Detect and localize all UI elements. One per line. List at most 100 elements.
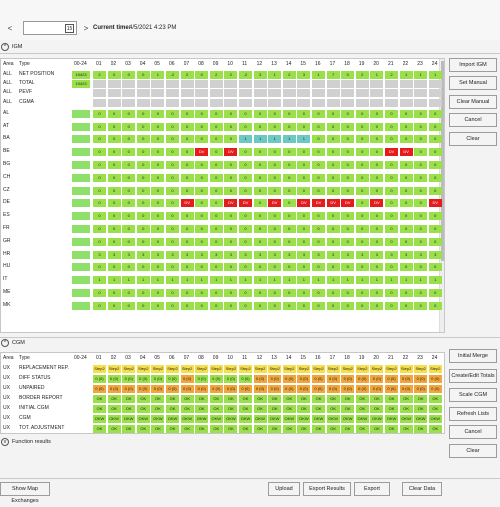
- import-igm-button[interactable]: Import IGM: [449, 58, 497, 72]
- hour-cell[interactable]: 0: [136, 71, 150, 79]
- hour-cell[interactable]: 3: [282, 250, 296, 259]
- hour-cell[interactable]: 1: [107, 276, 121, 285]
- cgm-row[interactable]: UX CGM OKW OKW OKW OKW OKW OKW OKW OKW OKW OKW OKW OK…: [1, 414, 442, 423]
- hour-cell[interactable]: 0: [151, 212, 165, 221]
- hour-cell[interactable]: 0: [268, 122, 282, 131]
- hour-cell[interactable]: 0: [341, 135, 355, 144]
- hour-cell[interactable]: 0: [151, 263, 165, 272]
- hour-cell[interactable]: 0: [399, 301, 413, 310]
- hour-cell[interactable]: 3: [428, 250, 442, 259]
- hour-cell[interactable]: 1: [209, 276, 223, 285]
- hour-cell[interactable]: 3: [253, 71, 267, 79]
- hour-cell[interactable]: 0: [107, 301, 121, 310]
- hour-cell[interactable]: OK: [355, 395, 369, 403]
- row-total-cell[interactable]: [72, 375, 90, 383]
- hour-cell[interactable]: OK: [195, 425, 209, 433]
- hour-cell[interactable]: 0: [136, 186, 150, 195]
- hour-cell[interactable]: 0: [399, 135, 413, 144]
- hour-cell[interactable]: 0: [326, 263, 340, 272]
- hour-cell[interactable]: 0: [195, 237, 209, 246]
- hour-cell[interactable]: Step2: [370, 365, 384, 373]
- hour-cell[interactable]: 1: [428, 276, 442, 285]
- hour-cell[interactable]: 0: [428, 301, 442, 310]
- hour-cell[interactable]: 0: [428, 135, 442, 144]
- hour-cell[interactable]: 0: [297, 301, 311, 310]
- hour-cell[interactable]: OKW: [370, 415, 384, 423]
- hour-cell[interactable]: 0: [370, 173, 384, 182]
- hour-cell[interactable]: 0: [428, 173, 442, 182]
- hour-cell[interactable]: 0: [355, 135, 369, 144]
- hour-cell[interactable]: DV: [399, 148, 413, 157]
- hour-cell[interactable]: 0: [341, 122, 355, 131]
- row-total-cell[interactable]: [72, 385, 90, 393]
- hour-cell[interactable]: 1: [282, 135, 296, 144]
- hour-cell[interactable]: 0: [93, 161, 106, 169]
- hour-cell[interactable]: 0: [297, 289, 311, 297]
- hour-cell[interactable]: [239, 98, 252, 107]
- hour-cell[interactable]: 0: [180, 161, 194, 169]
- igm-summary-row[interactable]: ALL NET POSITION 19423 2 0 0 0 1 -2 2 0 2 2 -2 3 1 2 3 1 7 0…: [1, 70, 442, 79]
- hour-cell[interactable]: 3: [151, 250, 165, 259]
- hour-cell[interactable]: OKW: [326, 415, 340, 423]
- hour-cell[interactable]: [151, 80, 165, 89]
- hour-cell[interactable]: 0: [209, 289, 223, 297]
- hour-cell[interactable]: 2: [224, 71, 238, 79]
- hour-cell[interactable]: 0: [224, 263, 238, 272]
- hour-cell[interactable]: 0: [166, 161, 179, 169]
- hour-cell[interactable]: OK: [122, 395, 136, 403]
- hour-cell[interactable]: 0: [326, 301, 340, 310]
- hour-cell[interactable]: 0: [209, 199, 223, 208]
- hour-cell[interactable]: 0 (0): [166, 375, 179, 383]
- hour-cell[interactable]: 0: [414, 237, 428, 246]
- hour-cell[interactable]: 0: [370, 122, 384, 131]
- hour-cell[interactable]: [195, 98, 209, 107]
- hour-cell[interactable]: 0 (0): [385, 385, 398, 393]
- hour-cell[interactable]: 2: [355, 71, 369, 79]
- hour-cell[interactable]: 0: [385, 186, 398, 195]
- hour-cell[interactable]: OKW: [122, 415, 136, 423]
- hour-cell[interactable]: [209, 98, 223, 107]
- hour-cell[interactable]: 0: [326, 122, 340, 131]
- hour-cell[interactable]: 0: [209, 173, 223, 182]
- hour-cell[interactable]: OK: [195, 405, 209, 413]
- hour-cell[interactable]: OK: [253, 395, 267, 403]
- hour-cell[interactable]: 0: [341, 263, 355, 272]
- hour-cell[interactable]: 0: [151, 135, 165, 144]
- hour-cell[interactable]: [370, 89, 384, 98]
- hour-cell[interactable]: OK: [166, 395, 179, 403]
- hour-cell[interactable]: DV: [341, 199, 355, 208]
- hour-cell[interactable]: 0: [414, 148, 428, 157]
- hour-cell[interactable]: 0: [107, 237, 121, 246]
- hour-cell[interactable]: OK: [209, 405, 223, 413]
- hour-cell[interactable]: 0: [355, 122, 369, 131]
- hour-cell[interactable]: Step2: [297, 365, 311, 373]
- hour-cell[interactable]: OKW: [107, 415, 121, 423]
- hour-cell[interactable]: 0: [166, 173, 179, 182]
- hour-cell[interactable]: OK: [209, 425, 223, 433]
- hour-cell[interactable]: 0: [282, 199, 296, 208]
- upload-button[interactable]: Upload: [268, 482, 300, 496]
- hour-cell[interactable]: 1: [122, 276, 136, 285]
- hour-cell[interactable]: [253, 80, 267, 89]
- hour-cell[interactable]: [93, 80, 106, 89]
- hour-cell[interactable]: 0: [107, 212, 121, 221]
- cancel-button[interactable]: Cancel: [449, 113, 497, 127]
- hour-cell[interactable]: 0: [312, 161, 325, 169]
- hour-cell[interactable]: 0: [414, 301, 428, 310]
- hour-cell[interactable]: 1: [414, 276, 428, 285]
- hour-cell[interactable]: 0: [195, 109, 209, 118]
- hour-cell[interactable]: 0: [180, 225, 194, 233]
- hour-cell[interactable]: 0: [209, 135, 223, 144]
- hour-cell[interactable]: 0: [399, 199, 413, 208]
- hour-cell[interactable]: 0: [239, 186, 252, 195]
- hour-cell[interactable]: Step2: [428, 365, 442, 373]
- hour-cell[interactable]: OK: [268, 425, 282, 433]
- hour-cell[interactable]: 0 (0): [297, 385, 311, 393]
- clear-button[interactable]: Clear: [449, 444, 497, 458]
- hour-cell[interactable]: 0: [107, 148, 121, 157]
- hour-cell[interactable]: 0: [355, 173, 369, 182]
- hour-cell[interactable]: 0: [341, 301, 355, 310]
- hour-cell[interactable]: [122, 89, 136, 98]
- hour-cell[interactable]: 0: [136, 161, 150, 169]
- hour-cell[interactable]: 0: [224, 173, 238, 182]
